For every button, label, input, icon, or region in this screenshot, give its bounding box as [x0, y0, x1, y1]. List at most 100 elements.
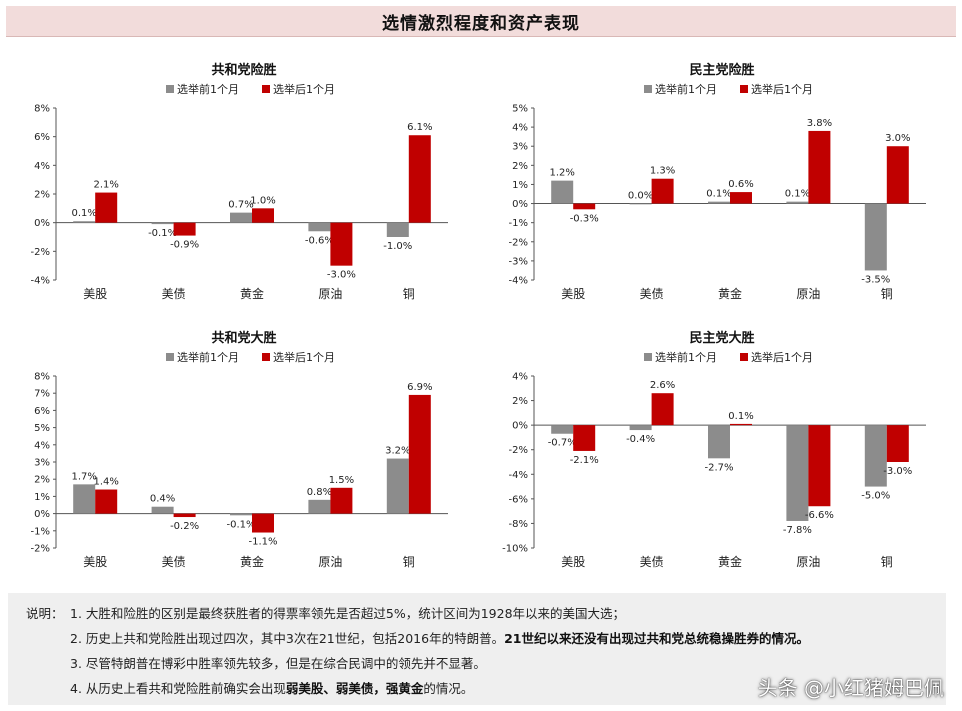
legend-swatch — [644, 85, 652, 93]
y-tick-label: -1% — [509, 218, 528, 229]
x-tick-label: 原油 — [796, 287, 820, 301]
data-label: 1.0% — [250, 195, 275, 206]
y-tick-label: -2% — [509, 445, 528, 456]
y-tick-label: 1% — [512, 180, 528, 191]
bar-before — [629, 203, 652, 205]
bar-before — [151, 506, 174, 514]
y-tick-label: -4% — [509, 470, 528, 481]
legend-label: 选举后1个月 — [751, 82, 813, 96]
x-tick-label: 黄金 — [240, 554, 264, 569]
y-tick-label: 4% — [512, 372, 528, 383]
bar-after — [730, 423, 752, 426]
data-label: -0.3% — [570, 213, 599, 224]
data-label: 0.6% — [728, 179, 753, 190]
bar-before — [708, 425, 730, 459]
note-bold-text: 21世纪以来还没有出现过共和党总统稳操胜券的情况。 — [504, 631, 809, 646]
x-tick-label: 美股 — [83, 287, 107, 301]
notes-box: 说明： 1. 大胜和险胜的区别是最终获胜者的得票率领先是否超过5%，统计区间为19… — [8, 593, 946, 705]
x-tick-label: 原油 — [318, 287, 342, 301]
data-label: -0.6% — [305, 235, 334, 246]
y-tick-label: 8% — [34, 372, 50, 383]
y-tick-label: 6% — [34, 406, 50, 417]
data-label: 0.4% — [150, 494, 175, 505]
data-label: 3.2% — [385, 446, 410, 457]
note-line-1: 说明： 1. 大胜和险胜的区别是最终获胜者的得票率领先是否超过5%，统计区间为19… — [26, 601, 936, 626]
bar-after — [252, 513, 274, 533]
y-tick-label: 4% — [512, 123, 528, 134]
bar-after — [95, 192, 118, 223]
x-tick-label: 铜 — [403, 554, 415, 569]
chart-title: 共和党大胜 — [211, 330, 276, 346]
data-label: 0.7% — [228, 200, 253, 211]
data-label: -1.0% — [383, 241, 412, 252]
y-tick-label: 5% — [34, 423, 50, 434]
legend-label: 选举后1个月 — [273, 350, 335, 364]
notes-prefix: 说明： — [26, 606, 64, 621]
data-label: 2.1% — [93, 180, 118, 191]
data-label: 1.7% — [71, 471, 96, 482]
bar-after — [173, 513, 196, 518]
y-tick-label: -2% — [31, 247, 50, 258]
data-label: -2.1% — [570, 455, 599, 466]
data-label: -3.5% — [861, 274, 890, 285]
data-label: 0.1% — [785, 189, 810, 200]
y-tick-label: -4% — [509, 276, 528, 287]
y-tick-label: -3% — [509, 256, 528, 267]
y-tick-label: 5% — [512, 104, 528, 115]
legend-swatch — [644, 353, 652, 361]
note-text: 1. 大胜和险胜的区别是最终获胜者的得票率领先是否超过5%，统计区间为1928年… — [70, 606, 626, 621]
data-label: -0.1% — [148, 228, 177, 239]
bar-before — [73, 221, 96, 223]
bar-before — [151, 222, 174, 225]
y-tick-label: -1% — [31, 526, 50, 537]
bar-after — [808, 425, 831, 507]
legend-swatch — [740, 85, 748, 93]
data-label: -0.2% — [170, 521, 199, 532]
note-text: 2. 历史上共和党险胜出现过四次，其中3次在21世纪，包括2016年的特朗普。 — [70, 631, 505, 646]
bar-before — [551, 180, 574, 204]
data-label: 1.3% — [650, 166, 675, 177]
legend-label: 选举前1个月 — [655, 350, 717, 364]
y-tick-label: -6% — [509, 494, 528, 505]
y-tick-label: 3% — [34, 458, 50, 469]
data-label: -1.1% — [248, 537, 277, 548]
data-label: -6.6% — [805, 510, 834, 521]
chart-title: 民主党大胜 — [689, 330, 754, 346]
bar-before — [864, 203, 887, 271]
bar-after — [573, 203, 596, 210]
x-tick-label: 美股 — [561, 555, 585, 569]
y-tick-label: 1% — [34, 492, 50, 503]
bar-before — [386, 458, 409, 514]
y-tick-label: 6% — [34, 132, 50, 143]
bar-after — [95, 489, 118, 514]
data-label: -7.8% — [783, 525, 812, 536]
y-tick-label: 2% — [512, 396, 528, 407]
data-label: 3.8% — [807, 118, 832, 129]
data-label: 0.8% — [307, 487, 332, 498]
data-label: -5.0% — [861, 491, 890, 502]
data-label: -3.0% — [327, 270, 356, 281]
bar-after — [330, 222, 353, 266]
y-tick-label: 8% — [34, 104, 50, 115]
bar-before — [230, 513, 252, 516]
header-bar: 选情激烈程度和资产表现 — [6, 6, 956, 37]
x-tick-label: 原油 — [318, 555, 342, 569]
note-text: 4. 从历史上看共和党险胜前确实会出现 — [70, 681, 286, 696]
note-line-3: 3. 尽管特朗普在博彩中胜率领先较多，但是在综合民调中的领先并不显著。 — [26, 651, 936, 676]
bar-after — [886, 425, 909, 462]
data-label: -0.4% — [626, 434, 655, 445]
bar-before — [308, 499, 331, 514]
data-label: 3.0% — [885, 133, 910, 144]
bar-before — [629, 425, 652, 431]
x-tick-label: 黄金 — [240, 286, 264, 301]
data-label: -0.9% — [170, 240, 199, 251]
data-label: -0.1% — [226, 519, 255, 530]
x-tick-label: 黄金 — [718, 554, 742, 569]
bar-after — [408, 394, 431, 514]
x-tick-label: 美债 — [640, 287, 664, 301]
data-label: 0.1% — [71, 208, 96, 219]
legend-label: 选举前1个月 — [177, 350, 239, 364]
